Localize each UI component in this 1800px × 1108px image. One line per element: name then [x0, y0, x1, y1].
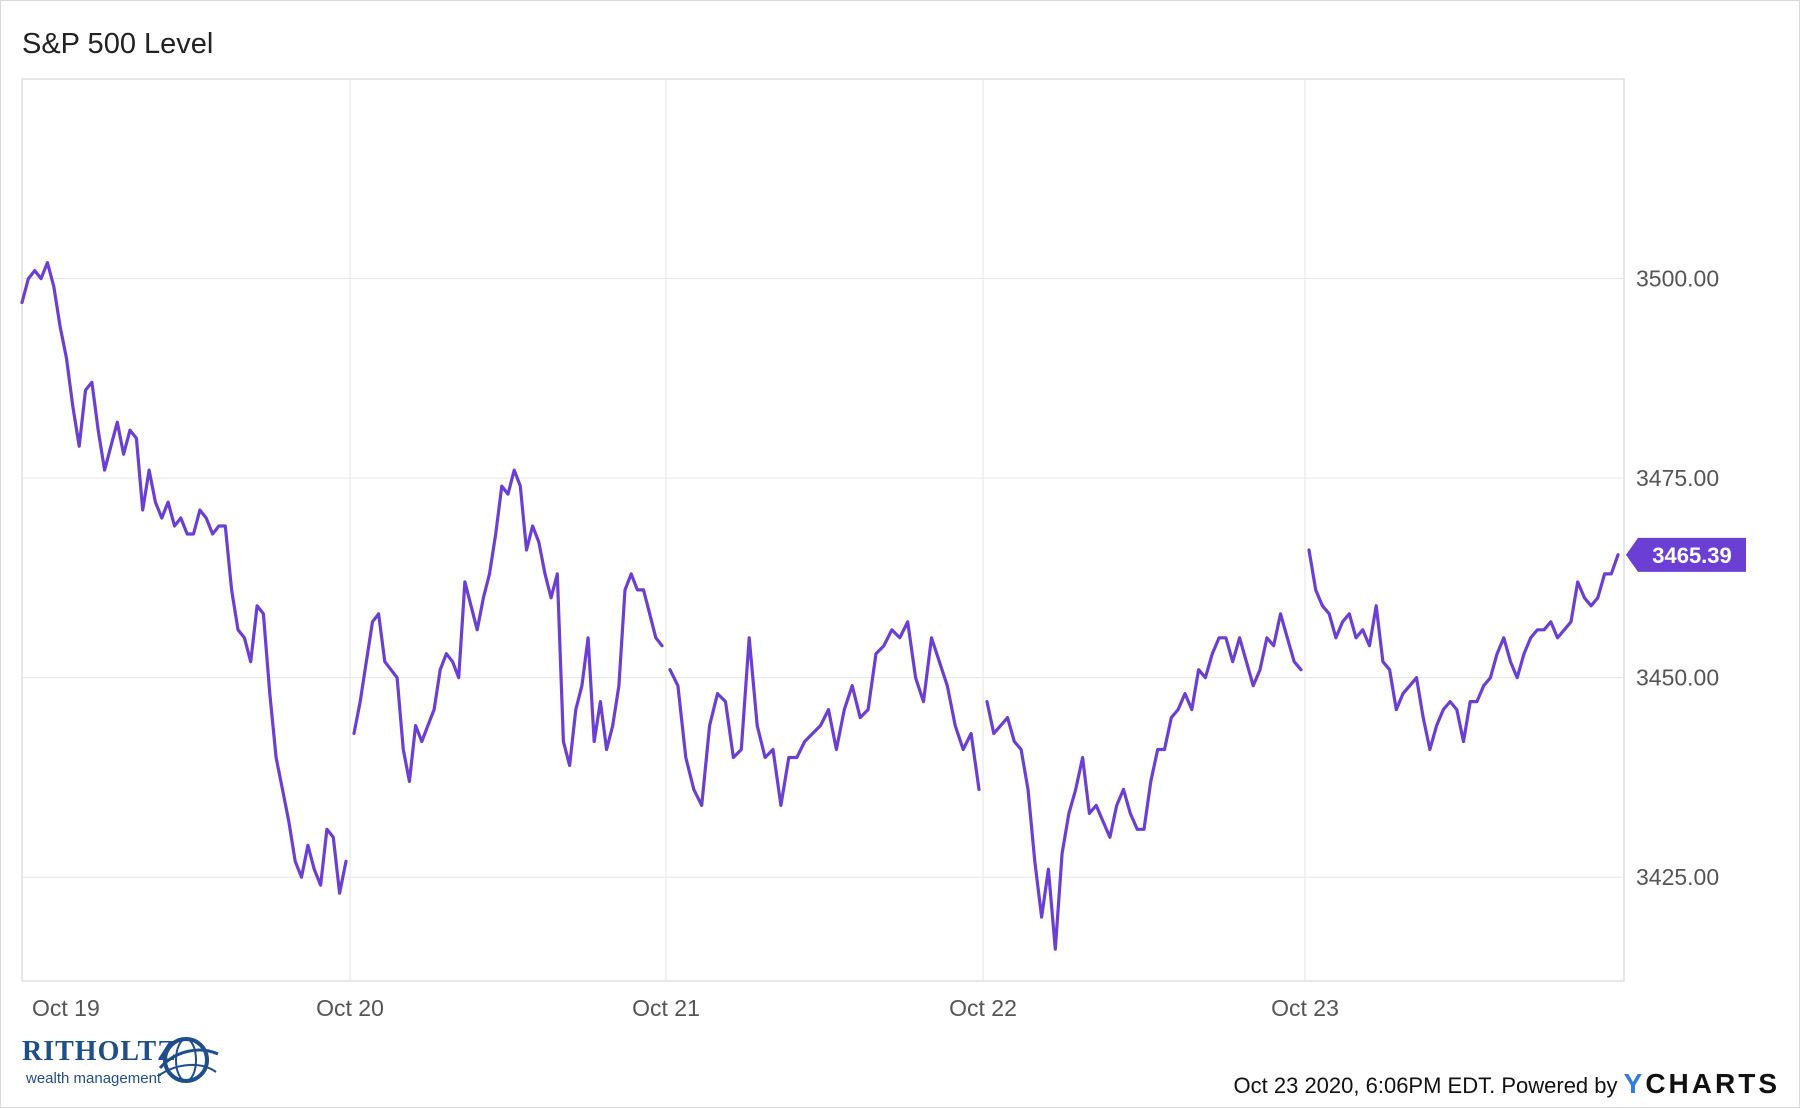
series-line-oct-20	[352, 468, 664, 783]
series-line-oct-22	[985, 612, 1303, 951]
y-tick-label: 3450.00	[1636, 665, 1719, 691]
grid-layer	[21, 78, 1625, 982]
footer-timestamp: Oct 23 2020, 6:06PM EDT. Powered by	[1233, 1073, 1618, 1098]
x-tick-label: Oct 19	[32, 995, 100, 1021]
plot-area-border	[21, 78, 1625, 982]
series-line-oct-21	[668, 620, 981, 807]
chart-title: S&P 500 Level	[22, 28, 214, 60]
logo-name: RITHOLTZ	[22, 1036, 177, 1067]
axis-layer: Oct 19 Oct 20 Oct 21 Oct 22 Oct 23 3425.00 345…	[32, 266, 1719, 1021]
series-line-oct-23	[1307, 548, 1620, 752]
globe-icon	[157, 1037, 219, 1083]
last-value-badge	[1626, 537, 1746, 572]
logo-subtitle: wealth management	[26, 1070, 162, 1087]
line-layer	[20, 261, 1620, 951]
ritholtz-logo: RITHOLTZ wealth management	[22, 1036, 219, 1087]
y-tick-label: 3475.00	[1636, 465, 1719, 491]
y-tick-label: 3500.00	[1636, 266, 1719, 292]
x-tick-label: Oct 21	[632, 995, 700, 1021]
x-tick-label: Oct 23	[1271, 995, 1339, 1021]
ycharts-logo-rest: CHARTS	[1645, 1068, 1780, 1099]
x-tick-label: Oct 22	[949, 995, 1017, 1021]
last-value-label: 3465.39	[1652, 543, 1732, 568]
y-tick-label: 3425.00	[1636, 864, 1719, 890]
series-line-oct-19	[20, 261, 348, 895]
x-tick-label: Oct 20	[316, 995, 384, 1021]
ycharts-logo[interactable]: YCHARTS	[1624, 1068, 1780, 1099]
ycharts-logo-y: Y	[1623, 1068, 1646, 1099]
badge-layer: 3465.39	[1626, 537, 1746, 572]
footer-attribution: Oct 23 2020, 6:06PM EDT. Powered by YCHA…	[1234, 1068, 1780, 1100]
